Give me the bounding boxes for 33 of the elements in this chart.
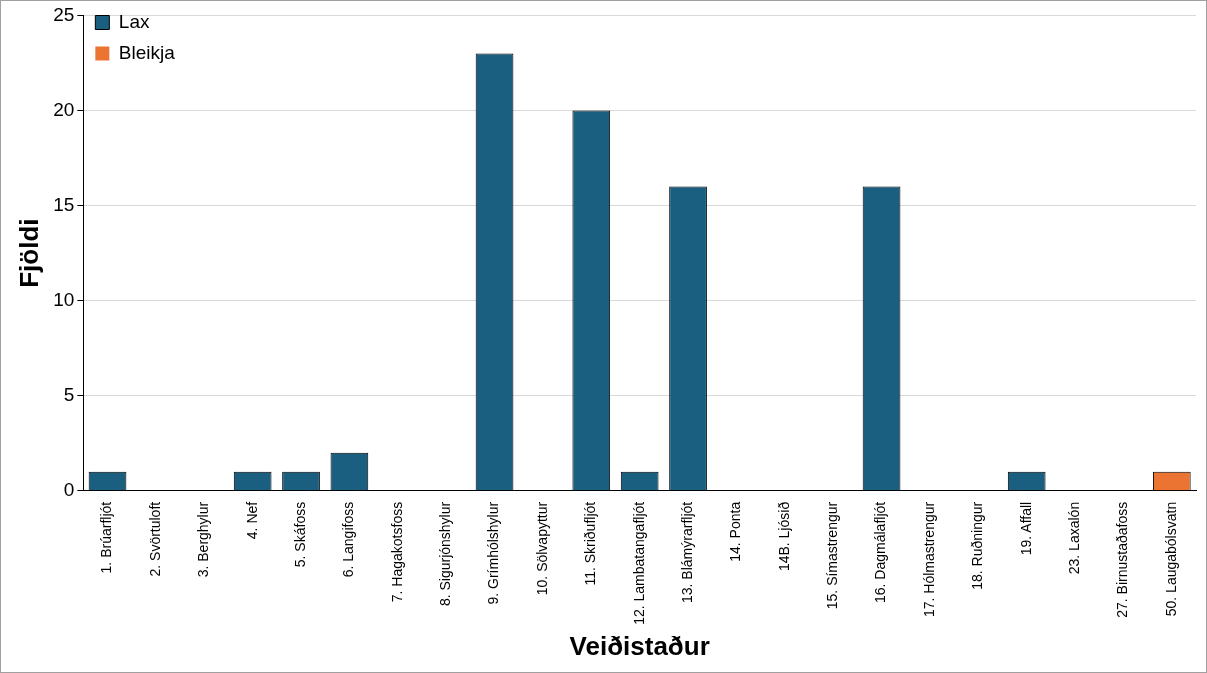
y-axis-title: Fjöldi [13, 218, 44, 288]
x-tick-label: 14. Ponta [727, 501, 744, 562]
x-tick-label: 11. Skriðufljót [582, 501, 599, 586]
x-tick-label: 5. Skáfoss [291, 501, 308, 568]
x-tick-label: 10. Sölvapyttur [533, 501, 550, 596]
legend-label: Lax [118, 10, 150, 32]
x-tick-label: 3. Berghylur [195, 501, 212, 578]
x-axis-title: Veiðistaður [569, 630, 710, 661]
x-tick-label: 7. Hagakotsfoss [388, 501, 405, 603]
x-tick-label: 16. Dagmálafljót [872, 501, 889, 603]
x-tick-label: 6. Langifoss [340, 501, 357, 578]
x-tick-label: 9. Grímhólshylur [485, 501, 502, 605]
x-tick-label: 1. Brúarfljót [98, 501, 115, 574]
y-tick-label: 25 [53, 3, 75, 25]
y-tick-label: 0 [63, 479, 75, 501]
x-tick-label: 15. Símastrengur [824, 501, 841, 610]
y-tick-label: 15 [53, 193, 75, 215]
x-tick-label: 2. Svörtuloft [146, 501, 163, 577]
x-tick-label: 19. Affall [1017, 501, 1034, 556]
y-tick-label: 5 [63, 383, 75, 405]
legend-label: Bleikja [118, 41, 176, 63]
y-tick-label: 10 [53, 288, 75, 310]
x-tick-label: 17. Hólmastrengur [920, 501, 937, 617]
x-tick-label: 14B. Ljósið [775, 501, 792, 572]
y-tick-label: 20 [53, 98, 75, 120]
x-tick-label: 23. Laxalón [1065, 501, 1082, 575]
x-tick-label: 50. Laugabólsvatn [1162, 501, 1179, 617]
x-tick-label: 4. Nef [243, 501, 260, 540]
x-tick-label: 12. Lambatangafljót [630, 501, 647, 625]
x-tick-label: 27. Birnustaðafoss [1114, 501, 1131, 618]
x-tick-label: 8. Sigurjónshylur [437, 501, 454, 607]
x-tick-label: 13. Blámýrarfljót [678, 501, 695, 603]
x-tick-label: 18. Ruðningur [969, 501, 986, 590]
